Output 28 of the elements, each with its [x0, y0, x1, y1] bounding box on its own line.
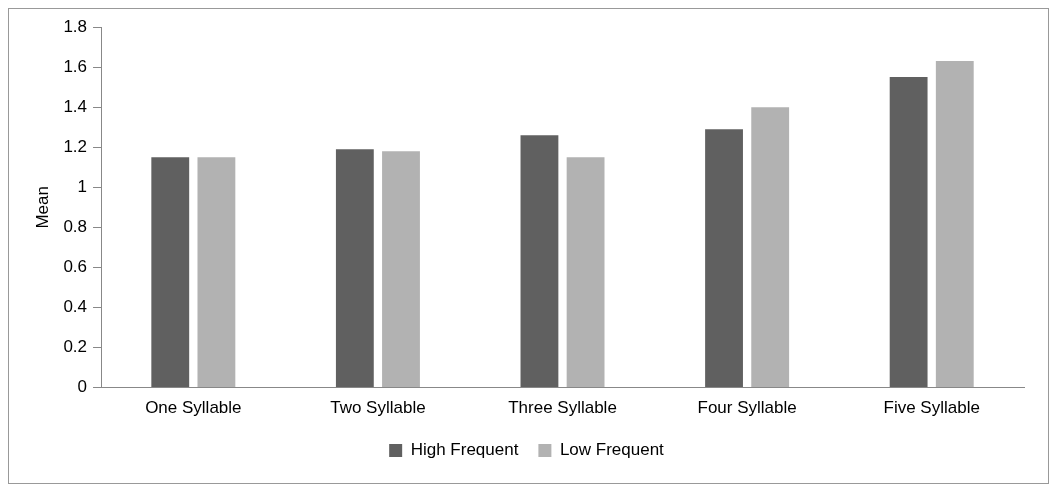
bar [751, 107, 790, 388]
y-tick-label: 0.6 [63, 257, 88, 277]
bar [566, 157, 605, 388]
bar [935, 61, 974, 388]
y-tick-label: 1.4 [63, 96, 88, 116]
legend-label: High Frequent [410, 440, 519, 460]
y-tick-label: 0 [77, 377, 88, 397]
x-tick-label: Two Syllable [330, 398, 426, 418]
y-tick-label: 1 [77, 176, 88, 196]
bar [382, 151, 420, 388]
y-tick-label: 1.8 [63, 16, 88, 36]
y-tick-label: 1.6 [63, 56, 88, 76]
y-axis-title: Mean [32, 186, 52, 229]
y-tick-label: 0.8 [63, 217, 88, 237]
x-tick-label: Five Syllable [883, 398, 980, 418]
x-tick-label: Four Syllable [697, 398, 797, 418]
x-tick-label: One Syllable [145, 398, 242, 418]
bar [197, 157, 236, 388]
bar [151, 157, 190, 388]
legend-label: Low Frequent [559, 440, 665, 460]
bar [335, 149, 374, 388]
bar [520, 135, 559, 388]
x-tick-label: Three Syllable [508, 398, 617, 418]
y-tick-label: 0.4 [63, 297, 88, 317]
bar [705, 129, 743, 388]
y-tick-label: 0.2 [63, 337, 88, 357]
bar [889, 77, 928, 388]
y-tick-label: 1.2 [63, 136, 88, 156]
